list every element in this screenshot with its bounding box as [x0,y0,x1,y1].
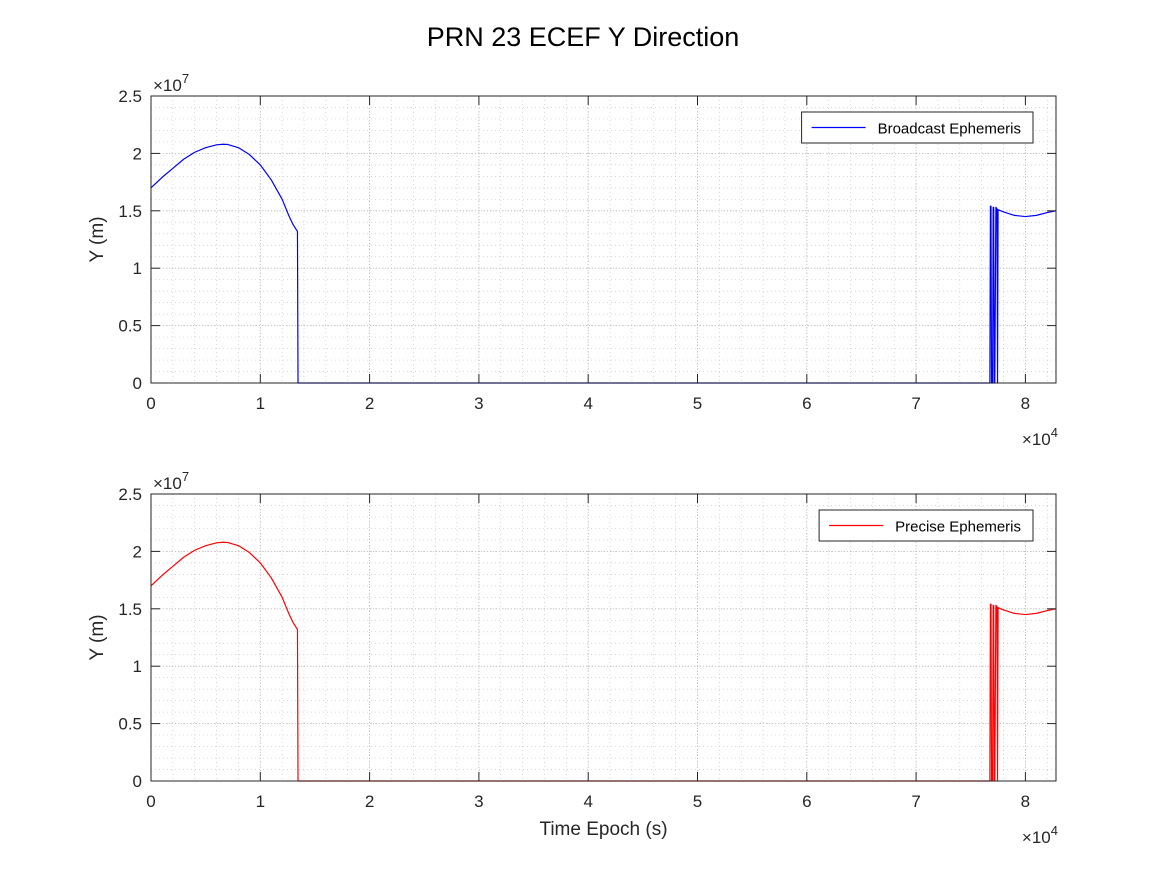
plot-area [151,96,1056,383]
x-tick-label: 2 [365,792,374,811]
subplot-1: 0 1 2 3 4 5 6 7 8 0 0.5 1 1.5 2 2.5 ×107 ×104 Y (m) Broadc… [87,71,1058,449]
x-tick-label: 1 [256,792,265,811]
y-tick-label: 1 [133,657,142,676]
y-tick-label: 1.5 [118,202,142,221]
x-tick-label: 5 [693,792,702,811]
x-axis-label: Time Epoch (s) [539,819,667,840]
y-tick-label: 1 [133,259,142,278]
x-tick-label: 1 [256,394,265,413]
y-tick-label: 2 [133,144,142,163]
x-tick-label: 8 [1021,394,1030,413]
x-tick-label: 7 [911,792,920,811]
x-tick-label: 4 [583,792,592,811]
y-tick-label: 2.5 [118,87,142,106]
legend: Broadcast Ephemeris [801,111,1034,144]
legend-label: Precise Ephemeris [895,519,1021,536]
x-tick-label: 0 [146,394,155,413]
x-tick-label: 5 [693,394,702,413]
x-tick-label: 6 [802,394,811,413]
y-tick-label: 0 [133,772,142,791]
x-exponent-label: ×104 [1022,425,1058,449]
plot-area [151,494,1056,781]
y-tick-label: 1.5 [118,600,142,619]
y-tick-label: 2.5 [118,485,142,504]
x-tick-label: 3 [474,792,483,811]
x-tick-label: 6 [802,792,811,811]
subplot-2: 0 1 2 3 4 5 6 7 8 0 0.5 1 1.5 2 2.5 ×107 ×104 Y (m) Time E… [87,469,1058,847]
minor-grid [150,95,1056,384]
legend-label: Broadcast Ephemeris [878,121,1021,138]
y-tick-label: 0.5 [118,715,142,734]
legend: Precise Ephemeris [818,509,1034,542]
x-tick-label: 7 [911,394,920,413]
y-tick-label: 0 [133,374,142,393]
x-tick-label: 8 [1021,792,1030,811]
x-tick-label: 3 [474,394,483,413]
y-axis-label: Y (m) [87,216,108,262]
y-axis-label: Y (m) [87,614,108,660]
x-tick-label: 2 [365,394,374,413]
axes-box [150,493,1057,782]
y-exponent-label: ×107 [153,71,189,95]
figure-title: PRN 23 ECEF Y Direction [427,22,740,52]
y-tick-label: 2 [133,542,142,561]
y-tick-label: 0.5 [118,317,142,336]
axes-box [150,95,1057,384]
x-tick-label: 4 [583,394,592,413]
plots-container: 0 1 2 3 4 5 6 7 8 0 0.5 1 1.5 2 2.5 ×107 ×104 Y (m) Broadc… [87,71,1058,847]
x-exponent-label: ×104 [1022,823,1058,847]
x-tick-label: 0 [146,792,155,811]
y-exponent-label: ×107 [153,469,189,493]
